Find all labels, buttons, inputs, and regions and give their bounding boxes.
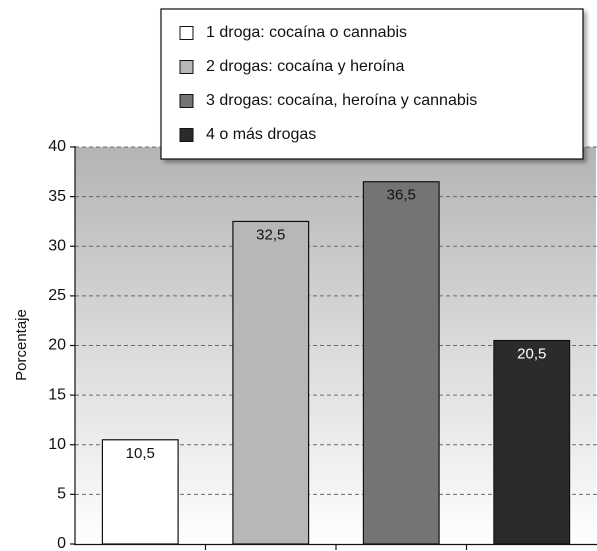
legend: 1 droga: cocaína o cannabis 2 drogas: coc… bbox=[160, 8, 584, 160]
legend-entry: 4 o más drogas bbox=[206, 126, 316, 143]
y-tick-label: 30 bbox=[48, 237, 66, 254]
legend-swatch bbox=[179, 128, 194, 142]
y-tick-label: 5 bbox=[57, 486, 66, 503]
bar-3 bbox=[362, 181, 440, 545]
x-axis-ticks bbox=[204, 544, 468, 550]
y-tick-label: 40 bbox=[48, 138, 66, 155]
y-tick-label: 25 bbox=[48, 287, 66, 304]
bar-1 bbox=[101, 439, 179, 545]
bar-value-label: 36,5 bbox=[387, 187, 416, 204]
legend-swatch bbox=[179, 60, 194, 74]
y-tick-label: 10 bbox=[48, 436, 66, 453]
legend-box bbox=[160, 8, 584, 160]
legend-entry: 2 drogas: cocaína y heroína bbox=[206, 58, 404, 75]
legend-swatch bbox=[179, 26, 194, 40]
y-tick-label: 0 bbox=[57, 535, 66, 551]
y-tick-label: 35 bbox=[48, 188, 66, 205]
legend-swatch bbox=[179, 94, 194, 108]
bar-2 bbox=[232, 220, 310, 545]
bar-value-label: 32,5 bbox=[256, 226, 285, 243]
bar-4 bbox=[493, 339, 571, 545]
legend-entry: 3 drogas: cocaína, heroína y cannabis bbox=[206, 92, 477, 109]
y-axis-title: Porcentaje bbox=[13, 309, 30, 381]
legend-entry: 1 droga: cocaína o cannabis bbox=[206, 24, 407, 41]
bars: 10,5 32,5 36,5 20,5 bbox=[101, 181, 571, 545]
y-tick-label: 20 bbox=[48, 337, 66, 354]
bar-value-label: 20,5 bbox=[517, 346, 546, 363]
y-tick-label: 15 bbox=[48, 386, 66, 403]
bar-value-label: 10,5 bbox=[126, 445, 155, 462]
y-axis: 0 5 10 15 20 25 30 35 40 bbox=[48, 138, 75, 551]
